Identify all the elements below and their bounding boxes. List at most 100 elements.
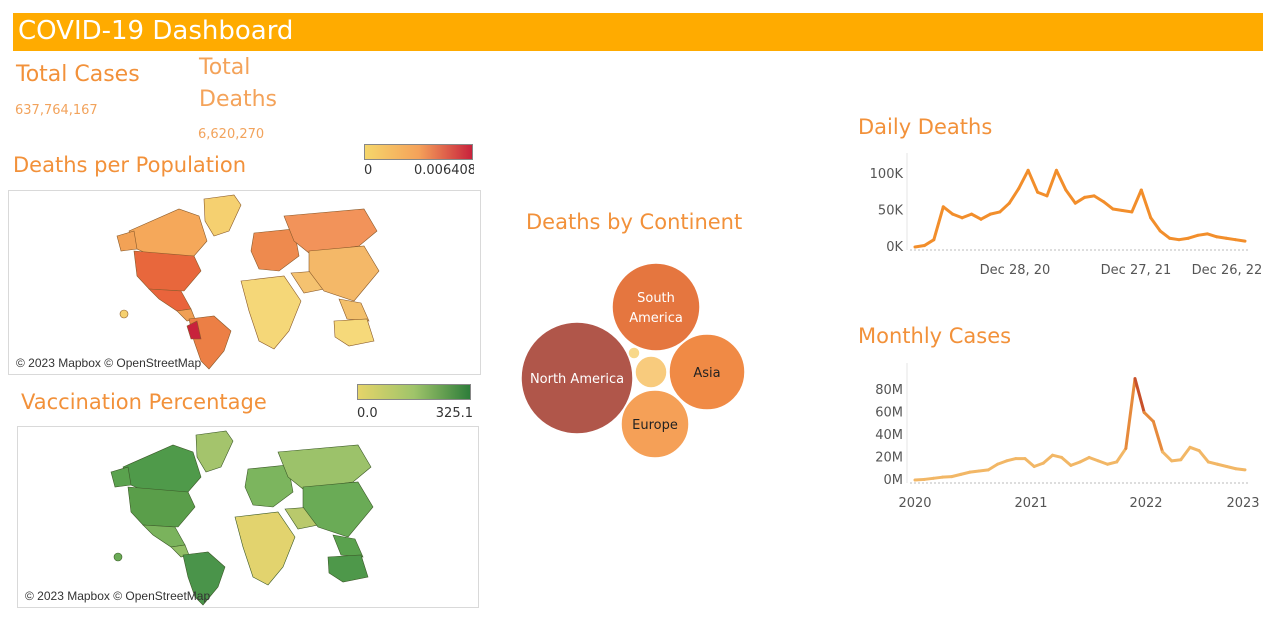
line-segment [1102, 200, 1115, 211]
data-point[interactable] [1027, 169, 1030, 172]
data-point[interactable] [1216, 463, 1219, 466]
continents-title: Deaths by Continent [526, 210, 743, 234]
data-point[interactable] [1042, 462, 1045, 465]
data-point[interactable] [923, 478, 926, 481]
data-point[interactable] [1033, 465, 1036, 468]
continent-bubble-label: Asia [693, 366, 720, 381]
data-point[interactable] [1152, 420, 1155, 423]
data-point[interactable] [1244, 469, 1247, 472]
data-point[interactable] [1244, 240, 1247, 243]
continent-bubble[interactable] [620, 389, 690, 459]
data-point[interactable] [1051, 454, 1054, 457]
data-point[interactable] [1036, 191, 1039, 194]
continent-bubble[interactable] [611, 262, 701, 352]
data-point[interactable] [933, 238, 936, 241]
data-point[interactable] [1180, 458, 1183, 461]
line-segment [922, 238, 936, 248]
data-point[interactable] [1060, 456, 1063, 459]
data-point[interactable] [1017, 187, 1020, 190]
data-point[interactable] [1198, 449, 1201, 452]
data-point[interactable] [1024, 457, 1027, 460]
data-point[interactable] [1134, 377, 1137, 380]
data-point[interactable] [1235, 467, 1238, 470]
map-canada [128, 208, 208, 260]
data-point[interactable] [1102, 200, 1105, 203]
map-australia [327, 554, 369, 583]
line-segment [977, 468, 990, 473]
data-point[interactable] [1112, 208, 1115, 211]
data-point[interactable] [950, 475, 953, 478]
data-point[interactable] [1225, 465, 1228, 468]
data-point[interactable] [1197, 234, 1200, 237]
data-point[interactable] [969, 471, 972, 474]
map-canada [122, 444, 202, 496]
map-alaska [110, 466, 132, 488]
data-point[interactable] [942, 206, 945, 209]
data-point[interactable] [1159, 230, 1162, 233]
data-point[interactable] [1131, 211, 1134, 214]
data-point[interactable] [1083, 196, 1086, 199]
data-point[interactable] [996, 463, 999, 466]
data-point[interactable] [1097, 460, 1100, 463]
data-point[interactable] [1178, 238, 1181, 241]
data-point[interactable] [923, 244, 926, 247]
data-point[interactable] [1005, 460, 1008, 463]
continent-bubble[interactable] [634, 355, 668, 389]
continent-bubble[interactable] [520, 321, 634, 435]
data-point[interactable] [978, 470, 981, 473]
data-point[interactable] [1115, 461, 1118, 464]
data-point[interactable] [1234, 238, 1237, 241]
data-point[interactable] [1187, 237, 1190, 240]
map-peru [186, 320, 202, 340]
data-point[interactable] [1125, 447, 1128, 450]
data-point[interactable] [1093, 195, 1096, 198]
data-point[interactable] [932, 477, 935, 480]
data-point[interactable] [941, 476, 944, 479]
data-point[interactable] [1161, 451, 1164, 454]
deaths-map[interactable]: © 2023 Mapbox © OpenStreetMap [8, 190, 481, 375]
data-point[interactable] [961, 216, 964, 219]
data-point[interactable] [1074, 202, 1077, 205]
data-point[interactable] [1015, 457, 1018, 460]
data-point[interactable] [1008, 202, 1011, 205]
continent-bubble[interactable] [668, 333, 746, 411]
line-segment [960, 212, 974, 220]
data-point[interactable] [1225, 237, 1228, 240]
data-point[interactable] [1140, 189, 1143, 192]
data-point[interactable] [1143, 411, 1146, 414]
continent-bubble[interactable] [627, 346, 641, 360]
data-point[interactable] [1046, 195, 1049, 198]
data-point[interactable] [1149, 216, 1152, 219]
data-point[interactable] [1088, 456, 1091, 459]
data-point[interactable] [989, 213, 992, 216]
line-segment [1188, 445, 1201, 453]
data-point[interactable] [1207, 461, 1210, 464]
data-point[interactable] [1106, 463, 1109, 466]
data-point[interactable] [1055, 169, 1058, 172]
data-point[interactable] [980, 218, 983, 221]
data-point[interactable] [987, 469, 990, 472]
data-point[interactable] [960, 473, 963, 476]
line-segment [1124, 377, 1137, 450]
data-point[interactable] [1189, 446, 1192, 449]
data-point[interactable] [1121, 209, 1124, 212]
deaths-legend-gradient [364, 144, 473, 160]
data-point[interactable] [914, 246, 917, 249]
data-point[interactable] [1070, 464, 1073, 467]
data-point[interactable] [1206, 233, 1209, 236]
data-point[interactable] [1079, 461, 1082, 464]
vacc-map[interactable]: © 2023 Mapbox © OpenStreetMap [17, 426, 479, 608]
line-segment [1225, 464, 1238, 471]
data-point[interactable] [1065, 189, 1068, 192]
data-point[interactable] [951, 213, 954, 216]
data-point[interactable] [999, 211, 1002, 214]
data-point[interactable] [914, 479, 917, 482]
data-point[interactable] [1170, 460, 1173, 463]
map-africa [234, 511, 296, 586]
total-cases-value: 637,764,167 [15, 103, 98, 118]
data-point[interactable] [1215, 235, 1218, 238]
data-point[interactable] [1168, 237, 1171, 240]
data-point[interactable] [970, 213, 973, 216]
line-segment [1054, 168, 1068, 192]
line-segment [1151, 419, 1164, 454]
